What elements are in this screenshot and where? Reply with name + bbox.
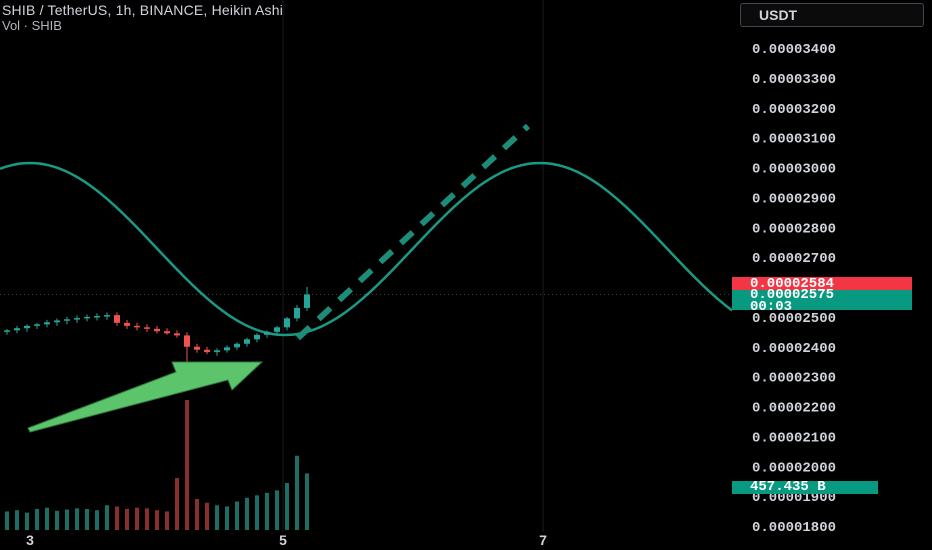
candle-body (34, 324, 40, 326)
dashed-projection-line (295, 123, 531, 341)
candle-body (204, 349, 210, 353)
close-price-value: 0.00002575 (750, 287, 835, 303)
candle-body (64, 319, 70, 321)
volume-bar (15, 510, 19, 530)
candle-body (54, 320, 60, 323)
candle-body (154, 328, 160, 332)
volume-bar (165, 511, 169, 530)
price-label: 0.00002400 (752, 341, 836, 357)
volume-bar (205, 502, 209, 530)
volume-bar (265, 492, 269, 530)
volume-bar (175, 478, 179, 530)
volume-bar (145, 508, 149, 530)
time-label: 7 (539, 532, 547, 548)
candle-body (124, 322, 130, 326)
candle-body (44, 322, 50, 325)
candle-body (4, 330, 10, 332)
price-label: 0.00003400 (752, 42, 836, 58)
volume-bar (305, 473, 309, 530)
arrow-annotation (27, 361, 264, 433)
volume-bar (275, 490, 279, 530)
candle-body (304, 294, 310, 308)
price-label: 0.00002200 (752, 401, 836, 417)
currency-button[interactable]: USDT (740, 3, 924, 27)
candle-body (274, 327, 280, 332)
close-price-tag: 0.00002575 (732, 287, 912, 310)
last-price-tag: 0.00002584 (732, 277, 912, 291)
volume-legend[interactable]: Vol · SHIB (2, 18, 62, 33)
volume-bar (295, 455, 299, 530)
candle-body (144, 327, 150, 329)
candle-body (14, 328, 20, 331)
price-label: 0.00002800 (752, 221, 836, 237)
volume-bar (85, 508, 89, 530)
symbol-title[interactable]: SHIB / TetherUS, 1h, BINANCE, Heikin Ash… (2, 2, 284, 18)
price-label: 0.00002700 (752, 251, 836, 267)
time-label: 5 (279, 532, 287, 548)
volume-bar (45, 507, 49, 530)
candle-body (104, 315, 110, 317)
volume-bar (25, 512, 29, 530)
volume-bar (285, 482, 289, 530)
volume-bar (125, 508, 129, 530)
volume-bar (65, 509, 69, 530)
volume-bar (135, 507, 139, 530)
candle-body (294, 307, 300, 319)
time-label: 3 (26, 532, 34, 548)
candle-body (284, 318, 290, 328)
volume-bar (95, 510, 99, 530)
price-label: 0.00002500 (752, 311, 836, 327)
volume-bar (215, 505, 219, 530)
volume-bar (105, 505, 109, 530)
price-label: 0.00002100 (752, 430, 836, 446)
volume-bar (55, 510, 59, 530)
candle-body (234, 343, 240, 348)
volume-bar (255, 495, 259, 530)
price-label: 0.00003200 (752, 102, 836, 118)
volume-bar (5, 511, 9, 530)
volume-bar (155, 510, 159, 530)
candle-body (24, 325, 30, 329)
candle-body (114, 315, 120, 323)
candle-body (254, 334, 260, 340)
price-label: 0.00003300 (752, 72, 836, 88)
candle-body (214, 350, 220, 353)
candle-body (244, 339, 250, 344)
price-label: 0.00002900 (752, 191, 836, 207)
candle-body (164, 331, 170, 334)
price-label: 0.00001900 (752, 490, 836, 506)
price-label: 0.00003000 (752, 162, 836, 178)
candle-body (134, 325, 140, 328)
price-label: 0.00002000 (752, 460, 836, 476)
volume-tag: 457.435 B (732, 480, 878, 494)
price-label: 0.00001800 (752, 520, 836, 536)
countdown-tag: 00:03 (750, 299, 793, 315)
volume-bar (245, 497, 249, 530)
volume-bar (225, 506, 229, 530)
price-label: 0.00003100 (752, 132, 836, 148)
price-label: 0.00002300 (752, 371, 836, 387)
candle-body (194, 346, 200, 350)
candle-body (184, 335, 190, 347)
candle-body (174, 333, 180, 336)
sine-wave-drawing (0, 161, 733, 337)
volume-bar (195, 499, 199, 530)
volume-bar (75, 508, 79, 530)
volume-bar (185, 400, 189, 530)
candle-body (224, 347, 230, 351)
candle-body (264, 331, 270, 335)
candle-body (94, 315, 100, 318)
volume-bar (35, 508, 39, 530)
candle-body (84, 316, 90, 319)
volume-bar (235, 501, 239, 530)
volume-bar (115, 506, 119, 530)
candle-body (74, 318, 80, 320)
